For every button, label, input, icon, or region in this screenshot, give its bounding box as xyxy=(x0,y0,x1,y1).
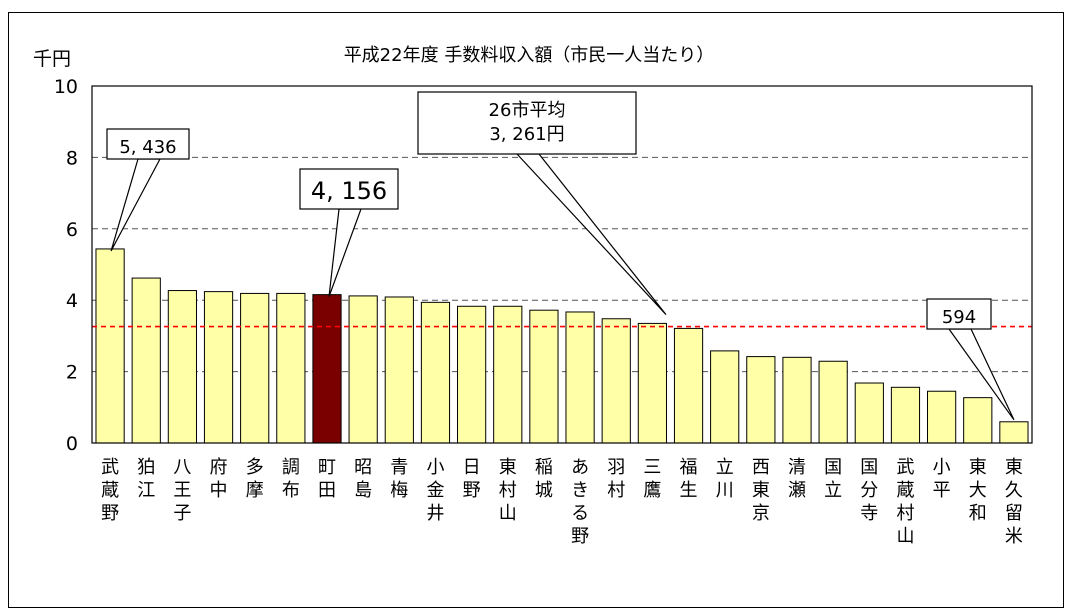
callout-highlight-bar: 4, 156 xyxy=(300,169,398,297)
bar xyxy=(711,351,739,443)
x-category-label: 町田 xyxy=(318,457,336,501)
callout-pointer xyxy=(329,209,361,297)
bar xyxy=(132,278,160,443)
y-tick-label: 8 xyxy=(66,147,78,169)
bar xyxy=(530,310,558,443)
callout-text: 4, 156 xyxy=(311,177,387,205)
x-category-label: 狛江 xyxy=(137,457,155,501)
x-category-label: 武蔵野 xyxy=(101,457,119,524)
bar xyxy=(819,361,847,443)
x-category-label: 府中 xyxy=(210,457,228,501)
bar xyxy=(602,319,630,443)
x-category-label: 小金井 xyxy=(426,457,444,524)
y-tick-label: 10 xyxy=(54,76,78,98)
x-category-label: 東村山 xyxy=(499,457,517,524)
bar xyxy=(349,296,377,443)
x-category-label: あきる野 xyxy=(571,457,589,547)
y-tick-label: 4 xyxy=(66,290,78,312)
bar xyxy=(783,357,811,443)
bar xyxy=(638,323,666,443)
bar xyxy=(241,293,269,443)
x-category-label: 日野 xyxy=(463,457,481,501)
bar xyxy=(204,292,232,443)
x-category-label: 調布 xyxy=(282,457,300,501)
callout-pointer xyxy=(111,159,160,251)
x-category-label: 西東京 xyxy=(752,457,770,524)
x-category-label: 武蔵村山 xyxy=(896,457,914,547)
x-category-label: 東久留米 xyxy=(1005,457,1023,547)
bar xyxy=(277,293,305,443)
callout-text: 3, 261円 xyxy=(489,124,564,145)
callout-text: 5, 436 xyxy=(119,137,176,158)
x-category-label: 羽村 xyxy=(607,457,625,501)
bar xyxy=(313,295,341,443)
bar xyxy=(96,249,124,443)
bar-chart: 平成22年度 手数料収入額（市民一人当たり） 千円 0 2 4 6 8 10 武蔵野狛江八… xyxy=(9,13,1063,607)
callout-text: 594 xyxy=(942,307,976,328)
y-axis-unit-label: 千円 xyxy=(33,48,71,70)
bar xyxy=(1000,422,1028,443)
x-category-label: 福生 xyxy=(680,457,698,501)
x-category-label: 国立 xyxy=(824,457,842,501)
bar xyxy=(168,291,196,443)
bar xyxy=(421,302,449,443)
callout-first-bar: 5, 436 xyxy=(107,129,189,251)
x-axis-category-labels: 武蔵野狛江八王子 府中多摩調布町田昭島青梅小金井 日野東村山稲城あきる野羽村三鷹福生… xyxy=(101,457,1023,547)
x-category-label: 東大和 xyxy=(969,457,987,524)
x-category-label: 青梅 xyxy=(390,457,408,501)
y-tick-label: 6 xyxy=(66,219,78,241)
bar xyxy=(674,328,702,443)
chart-title: 平成22年度 手数料収入額（市民一人当たり） xyxy=(344,45,715,66)
bar xyxy=(891,387,919,443)
bar xyxy=(928,391,956,443)
x-category-label: 三鷹 xyxy=(643,457,661,501)
x-category-label: 清瀬 xyxy=(788,457,806,501)
bar xyxy=(855,383,883,443)
x-category-label: 昭島 xyxy=(354,457,372,501)
callout-pointer xyxy=(517,154,666,315)
bar xyxy=(964,398,992,443)
y-tick-label: 2 xyxy=(66,362,78,384)
bars xyxy=(96,249,1028,443)
callout-text: 26市平均 xyxy=(489,100,566,121)
x-category-label: 八王子 xyxy=(173,457,191,524)
bar xyxy=(747,357,775,443)
y-tick-label: 0 xyxy=(66,433,78,455)
x-category-label: 国分寺 xyxy=(860,457,878,524)
bar xyxy=(566,312,594,443)
x-category-label: 稲城 xyxy=(535,457,553,501)
x-category-label: 多摩 xyxy=(246,457,264,501)
callout-average: 26市平均 3, 261円 xyxy=(418,92,666,315)
bar xyxy=(385,297,413,443)
x-category-label: 小平 xyxy=(933,457,951,501)
x-category-label: 立川 xyxy=(716,457,734,501)
chart-frame: 平成22年度 手数料収入額（市民一人当たり） 千円 0 2 4 6 8 10 武蔵野狛江八… xyxy=(8,12,1064,608)
y-axis-ticks: 0 2 4 6 8 10 xyxy=(54,76,78,455)
